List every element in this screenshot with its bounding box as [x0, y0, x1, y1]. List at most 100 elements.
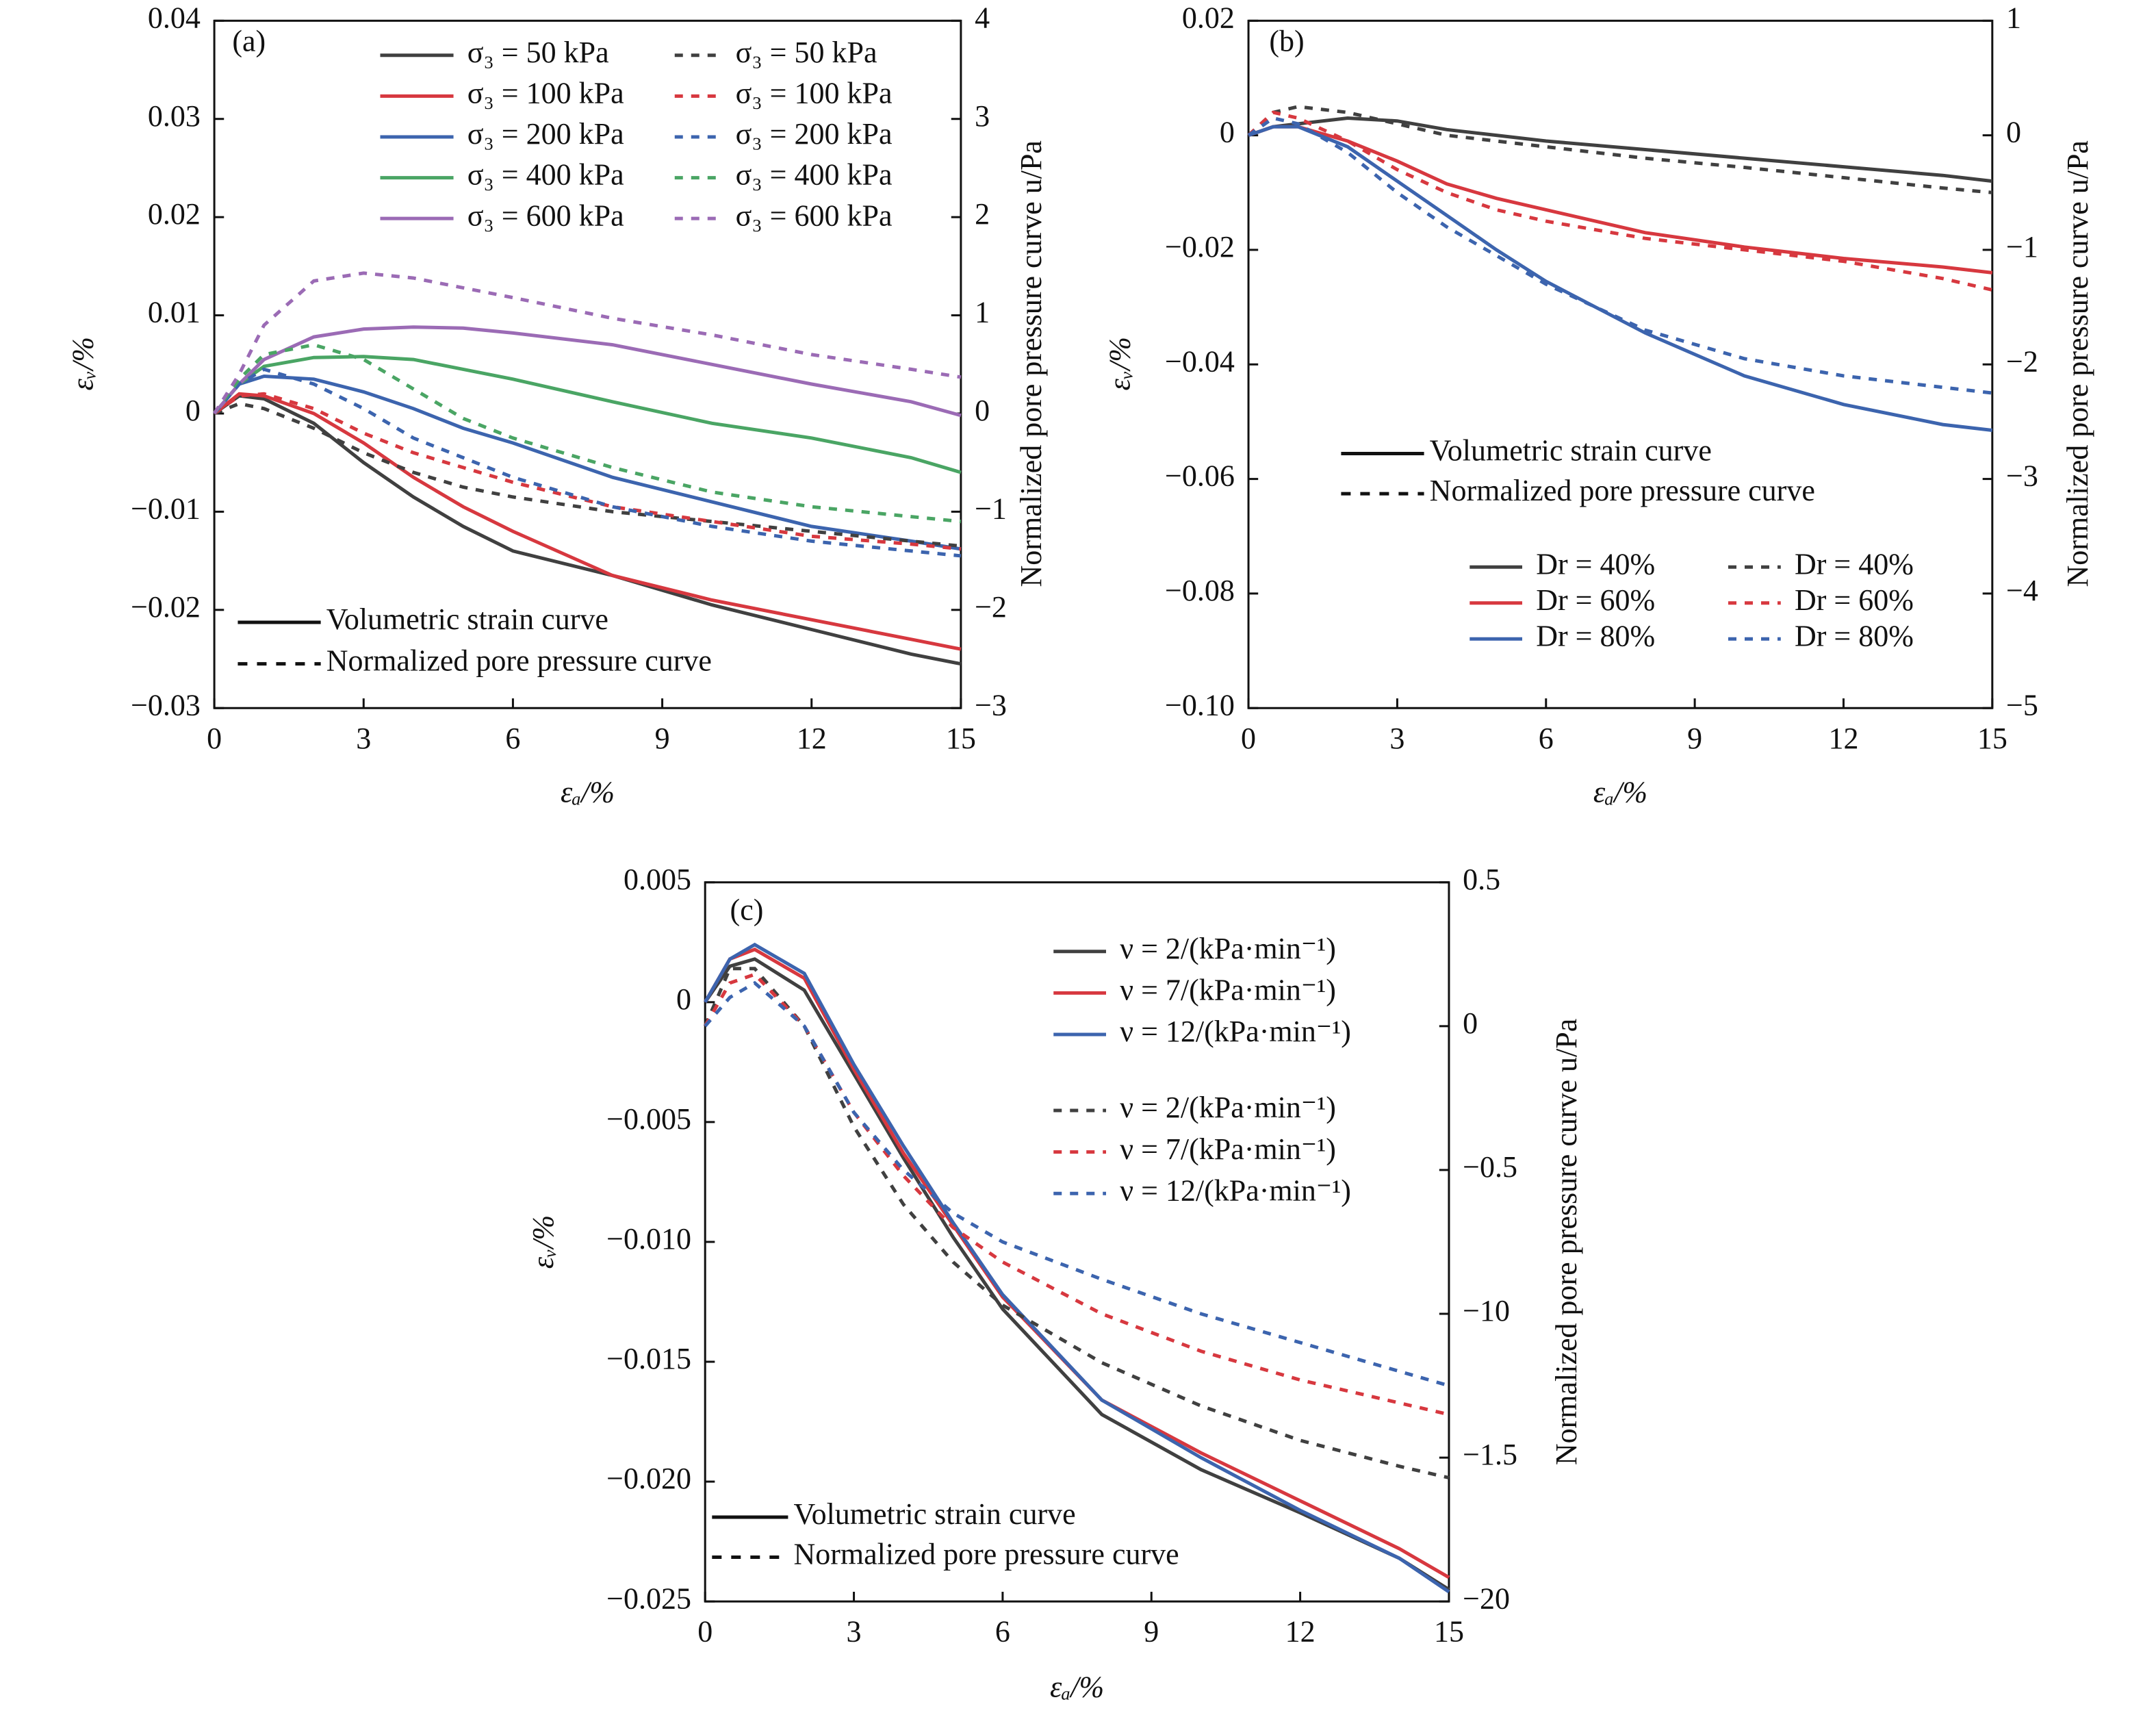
data-line [213, 374, 962, 551]
data-line [703, 967, 1450, 1479]
data-line [213, 325, 962, 418]
data-line [213, 355, 962, 474]
y-tick-label: 0 [1220, 116, 1235, 149]
legend-label: ν = 2/(kPa·min⁻¹) [1120, 1091, 1336, 1124]
style-legend-label: Normalized pore pressure curve [1430, 474, 1815, 507]
y-tick-label: 0.02 [1182, 1, 1235, 34]
legend-label: σ₃ = 100 kPa [467, 76, 624, 110]
y-axis-label: εᵥ/% [1103, 337, 1136, 391]
legend-label: ν = 12/(kPa·min⁻¹) [1120, 1015, 1351, 1048]
y-tick-label: −0.02 [131, 590, 201, 624]
y2-tick-label: −3 [975, 688, 1007, 722]
legend-label: σ₃ = 200 kPa [736, 117, 893, 151]
y-tick-label: −0.02 [1165, 230, 1235, 264]
panel: 0 3 6 9 12 15 0.02 0 −0.02 −0.04 −0.06 −0.08 −0.10 1 0… [1103, 1, 2094, 809]
y2-tick-label: −20 [1463, 1581, 1510, 1615]
x-tick-label: 9 [655, 722, 670, 755]
y-tick-label: 0.01 [148, 296, 201, 329]
y-tick-label: 0.005 [624, 863, 691, 896]
x-tick-label: 15 [946, 722, 976, 755]
y-axis-label: εᵥ/% [526, 1215, 560, 1269]
data-line [1248, 116, 1993, 183]
y-tick-label: −0.025 [606, 1581, 691, 1615]
x-tick-label: 0 [207, 722, 222, 755]
y-tick-label: −0.020 [606, 1462, 691, 1495]
y2-tick-label: −1 [975, 492, 1007, 525]
x-tick-label: 12 [1285, 1615, 1316, 1649]
y2-tick-label: −1.5 [1463, 1438, 1517, 1471]
legend-label: Dr = 60% [1795, 583, 1914, 617]
panel-label: (b) [1269, 25, 1304, 58]
data-line [212, 271, 962, 415]
y-tick-label: 0 [676, 982, 691, 1016]
legend-label: σ₃ = 400 kPa [467, 158, 624, 192]
y-tick-label: −0.015 [606, 1342, 691, 1375]
style-legend-label: Volumetric strain curve [1430, 434, 1712, 468]
legend-label: ν = 7/(kPa·min⁻¹) [1120, 973, 1336, 1006]
data-line [704, 957, 1450, 1591]
plot-frame [213, 19, 962, 709]
style-legend-label: Volumetric strain curve [793, 1497, 1075, 1531]
panel-label: (a) [232, 25, 266, 58]
style-legend-label: Normalized pore pressure curve [793, 1538, 1179, 1571]
legend-label: Dr = 40% [1795, 547, 1914, 581]
x-tick-label: 3 [1389, 722, 1404, 755]
y-tick-label: −0.10 [1165, 688, 1235, 722]
x-tick-label: 0 [697, 1615, 713, 1649]
y-tick-label: 0.02 [148, 197, 201, 231]
x-tick-label: 9 [1144, 1615, 1159, 1649]
legend-label: Dr = 40% [1536, 547, 1655, 581]
x-tick-label: 6 [995, 1615, 1010, 1649]
y2-tick-label: −3 [2006, 459, 2038, 493]
legend-label: Dr = 80% [1795, 619, 1914, 652]
legend-label: σ₃ = 200 kPa [467, 117, 624, 151]
y-tick-label: −0.005 [606, 1102, 691, 1136]
data-line [1247, 105, 1993, 194]
data-line [1248, 125, 1993, 432]
y2-axis-label: Normalized pore pressure curve u/Pa [1550, 1019, 1583, 1465]
panel: 0 3 6 9 12 15 0.005 0 −0.005 −0.010 −0.015 −0.020 −0… [526, 863, 1583, 1704]
x-axis-label: εₐ/% [561, 776, 615, 809]
y-tick-label: 0 [185, 394, 201, 427]
y-tick-label: −0.010 [606, 1222, 691, 1256]
y2-tick-label: −10 [1463, 1294, 1510, 1327]
y2-tick-label: 3 [975, 99, 990, 133]
data-line [704, 980, 1450, 1388]
y-tick-label: −0.06 [1165, 459, 1235, 493]
y2-tick-label: 1 [975, 296, 990, 329]
x-tick-label: 12 [1828, 722, 1858, 755]
legend-label: σ₃ = 400 kPa [736, 158, 893, 192]
x-tick-label: 6 [505, 722, 520, 755]
x-tick-label: 0 [1241, 722, 1256, 755]
y2-tick-label: 0 [1463, 1006, 1478, 1040]
legend-label: ν = 2/(kPa·min⁻¹) [1120, 932, 1336, 965]
style-legend-label: Volumetric strain curve [326, 602, 608, 636]
legend-label: σ₃ = 50 kPa [467, 36, 609, 69]
legend-label: σ₃ = 600 kPa [736, 199, 893, 232]
y-tick-label: −0.03 [131, 688, 201, 722]
data-line [213, 343, 962, 524]
y2-axis-label: Normalized pore pressure curve u/Pa [1014, 140, 1048, 587]
y-tick-label: −0.01 [131, 492, 201, 525]
y2-tick-label: −5 [2006, 688, 2038, 722]
legend-label: ν = 12/(kPa·min⁻¹) [1120, 1173, 1351, 1207]
style-legend-label: Normalized pore pressure curve [326, 644, 712, 678]
y2-tick-label: 0 [2006, 116, 2021, 149]
y-axis-label: εᵥ/% [66, 337, 99, 391]
data-line [1247, 116, 1993, 395]
x-tick-label: 3 [847, 1615, 862, 1649]
legend-label: σ₃ = 100 kPa [736, 76, 893, 110]
legend-label: ν = 7/(kPa·min⁻¹) [1120, 1132, 1336, 1166]
y-tick-label: 0.03 [148, 99, 201, 133]
y-tick-label: 0.04 [148, 1, 201, 34]
y-tick-label: −0.08 [1165, 574, 1235, 607]
x-tick-label: 12 [797, 722, 827, 755]
y2-tick-label: 0 [975, 394, 990, 427]
y2-tick-label: −2 [975, 590, 1007, 624]
x-axis-label: εₐ/% [1050, 1670, 1104, 1704]
data-line [213, 392, 962, 651]
legend-label: σ₃ = 600 kPa [467, 199, 624, 232]
data-line [214, 402, 962, 548]
x-tick-label: 6 [1539, 722, 1554, 755]
legend-label: Dr = 60% [1536, 583, 1655, 617]
